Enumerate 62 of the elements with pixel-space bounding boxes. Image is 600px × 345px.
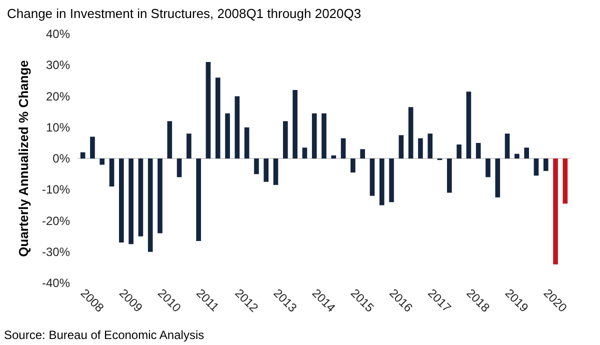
bar [389, 158, 394, 202]
bar [486, 158, 490, 178]
y-tick-label: 30% [46, 58, 70, 72]
bar [331, 155, 336, 158]
bar [418, 138, 423, 158]
y-axis-title: Quarterly Annualized % Change [16, 60, 31, 257]
chart-title: Change in Investment in Structures, 2008Q1 through 2020Q3 [7, 6, 362, 21]
bar [186, 134, 192, 158]
bar [534, 158, 539, 176]
y-tick-label: -10% [42, 182, 70, 197]
bar [447, 158, 452, 193]
bar [167, 121, 172, 158]
bar [292, 90, 298, 158]
y-tick-label: 20% [46, 89, 70, 104]
bar [524, 148, 529, 158]
bar [264, 158, 269, 182]
bar [495, 158, 500, 198]
bar [504, 134, 510, 158]
bar [562, 158, 568, 204]
bar [543, 158, 548, 171]
source-note: Source: Bureau of Economic Analysis [4, 328, 204, 342]
bar [158, 158, 162, 234]
bar [273, 158, 278, 185]
bar [322, 113, 326, 158]
bar [379, 158, 384, 206]
bar [254, 158, 259, 174]
bar [128, 158, 134, 244]
bar [370, 158, 375, 196]
bar [398, 135, 404, 158]
bar [148, 158, 153, 252]
bar [456, 144, 462, 158]
y-tick-label: -30% [42, 244, 70, 259]
y-tick-label: 40% [46, 27, 70, 41]
bar [350, 158, 356, 173]
bar [80, 152, 86, 158]
y-tick-label: -40% [42, 276, 70, 290]
bar [234, 96, 240, 158]
bar [206, 62, 211, 158]
bar [215, 78, 220, 158]
bar [176, 158, 182, 178]
bar [553, 158, 558, 264]
bar [302, 148, 308, 158]
bar [408, 107, 414, 158]
bar [466, 92, 472, 158]
bar [138, 158, 144, 236]
bar [514, 154, 520, 158]
bar [100, 158, 105, 165]
bar [119, 158, 124, 243]
bar [428, 134, 433, 158]
bar [476, 142, 481, 158]
bar [360, 149, 365, 158]
y-tick-label: 0% [52, 152, 70, 166]
bar [340, 138, 346, 158]
bar [196, 158, 201, 241]
bar [312, 113, 317, 158]
y-tick-label: -20% [42, 214, 70, 228]
y-tick-label: 10% [46, 120, 70, 134]
bar [244, 127, 250, 158]
bar [225, 113, 230, 158]
bar [90, 136, 95, 158]
bar [283, 121, 288, 158]
bar [109, 158, 114, 187]
